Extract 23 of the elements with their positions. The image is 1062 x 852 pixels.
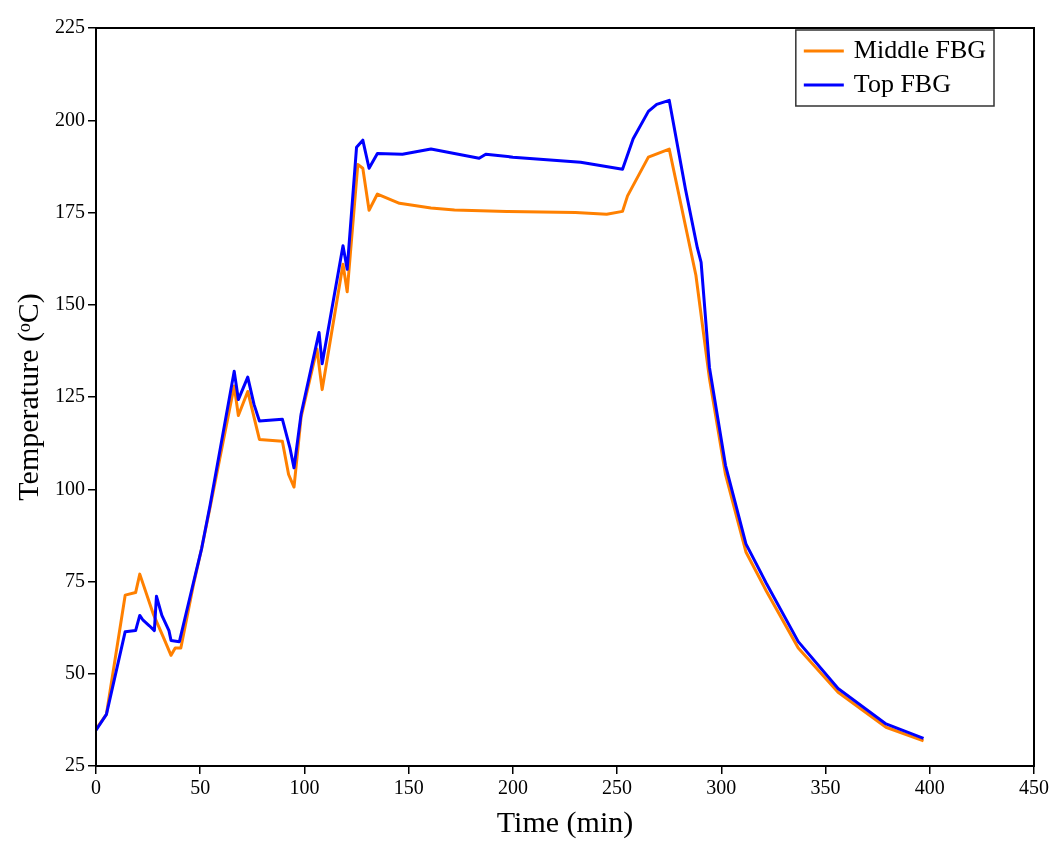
x-tick-label: 350 [810, 776, 841, 799]
y-tick-label: 200 [55, 107, 85, 130]
y-tick-label: 175 [55, 199, 85, 222]
x-tick-label: 150 [393, 776, 424, 799]
y-tick-label: 75 [65, 568, 85, 591]
y-tick-label: 25 [65, 753, 85, 776]
x-tick-label: 0 [91, 776, 101, 799]
legend-label: Middle FBG [853, 34, 986, 64]
y-tick-label: 125 [55, 384, 85, 407]
x-tick-label: 400 [914, 776, 945, 799]
y-tick-label: 100 [55, 476, 85, 499]
x-tick-label: 100 [289, 776, 320, 799]
x-axis-title: Time (min) [496, 804, 634, 839]
y-tick-label: 225 [55, 15, 85, 38]
x-tick-label: 200 [497, 776, 528, 799]
x-tick-label: 300 [706, 776, 737, 799]
y-axis-title: Temperature (ᵒC) [10, 293, 45, 501]
y-tick-label: 50 [65, 661, 85, 683]
x-tick-label: 250 [602, 776, 633, 799]
legend-label: Top FBG [853, 68, 951, 98]
x-tick-label: 450 [1019, 776, 1049, 799]
y-tick-label: 150 [55, 292, 85, 314]
x-tick-label: 50 [190, 776, 211, 799]
